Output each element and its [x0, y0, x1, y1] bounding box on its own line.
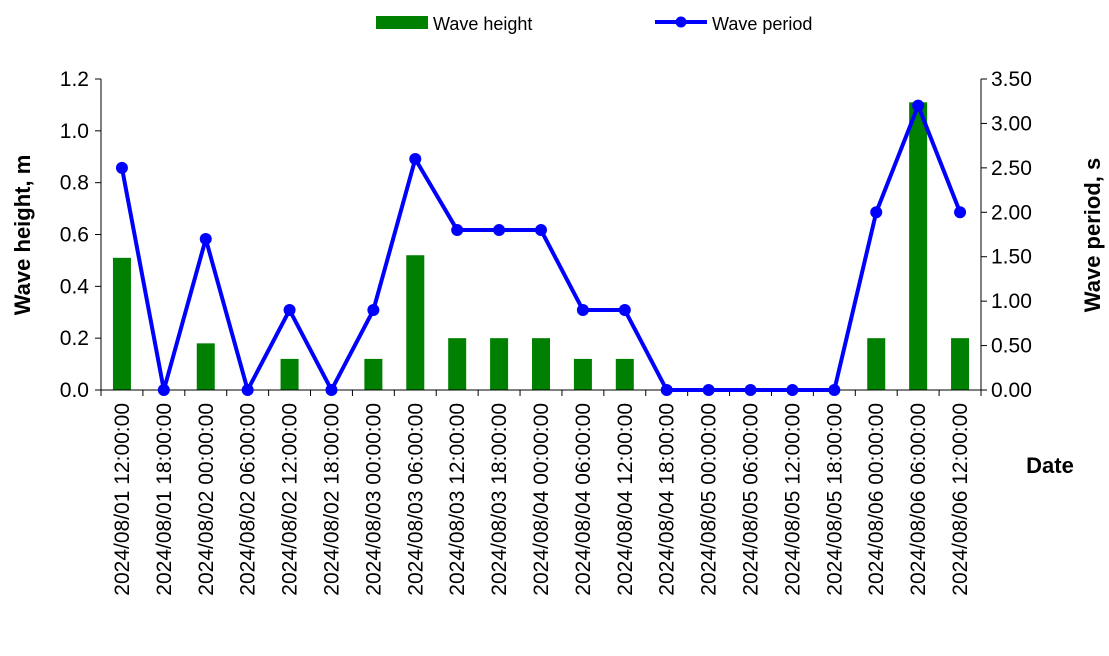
x-tick-label: 2024/08/04 18:00:00 — [656, 403, 679, 596]
y-right-tick-label: 2.50 — [991, 157, 1032, 180]
y-left-tick-label: 0.6 — [60, 224, 89, 247]
y-left-tick-label: 1.2 — [60, 68, 89, 91]
bar-wave-height — [573, 358, 592, 390]
x-tick-label: 2024/08/04 12:00:00 — [614, 403, 637, 596]
point-wave-period — [535, 224, 547, 237]
bar-wave-height — [112, 257, 131, 390]
x-tick-label: 2024/08/03 12:00:00 — [446, 403, 469, 596]
y-right-tick-label: 1.00 — [991, 290, 1032, 313]
y-right-axis-title: Wave period, s — [1080, 158, 1105, 312]
y-right-tick-label: 3.00 — [991, 112, 1032, 135]
bar-wave-height — [490, 338, 509, 390]
x-tick-label: 2024/08/04 00:00:00 — [530, 403, 553, 596]
x-tick-label: 2024/08/02 06:00:00 — [237, 403, 260, 596]
x-tick-label: 2024/08/02 00:00:00 — [195, 403, 218, 596]
point-wave-period — [786, 384, 799, 396]
y-right-tick-label: 1.50 — [991, 246, 1032, 269]
point-wave-period — [576, 304, 589, 317]
point-wave-period — [870, 206, 883, 219]
x-tick-label: 2024/08/06 00:00:00 — [865, 403, 888, 596]
legend: Wave height Wave period — [376, 14, 812, 34]
point-wave-period — [702, 384, 715, 396]
x-axis-title: Date — [1026, 453, 1074, 478]
legend-label-wave-height: Wave height — [433, 14, 532, 34]
x-tick-label: 2024/08/03 18:00:00 — [488, 403, 511, 596]
point-wave-period — [283, 304, 296, 317]
point-wave-period — [954, 206, 967, 219]
x-tick-label: 2024/08/03 06:00:00 — [404, 403, 427, 596]
legend-swatch-wave-height — [376, 16, 428, 29]
y-right-tick-label: 0.50 — [991, 335, 1032, 358]
y-left-tick-label: 1.0 — [60, 120, 89, 143]
legend-label-wave-period: Wave period — [712, 14, 812, 34]
bar-wave-height — [196, 343, 215, 390]
x-tick-label: 2024/08/03 00:00:00 — [362, 403, 385, 596]
point-wave-period — [493, 224, 506, 237]
x-tick-label: 2024/08/04 06:00:00 — [572, 403, 595, 596]
point-wave-period — [912, 99, 925, 112]
y-left-tick-label: 0.4 — [60, 275, 90, 298]
x-tick-label: 2024/08/05 06:00:00 — [740, 403, 763, 596]
y-left-tick-label: 0.2 — [60, 327, 89, 350]
point-wave-period — [115, 161, 128, 174]
bar-wave-height — [951, 338, 970, 390]
y-right-tick-label: 0.00 — [991, 379, 1032, 402]
bar-wave-height — [532, 338, 550, 390]
x-tick-label: 2024/08/02 12:00:00 — [279, 403, 302, 596]
plot-area: 0.0 0.2 0.4 0.6 0.8 1.0 1.2 0.00 0.50 1.00 1.50 2.0… — [60, 68, 1032, 596]
point-wave-period — [157, 384, 170, 396]
bar-wave-height — [448, 338, 467, 390]
x-tick-label: 2024/08/01 18:00:00 — [153, 403, 176, 596]
x-tick-label: 2024/08/05 12:00:00 — [781, 403, 804, 596]
bar-wave-height — [280, 358, 299, 390]
x-tick-label: 2024/08/05 00:00:00 — [698, 403, 721, 596]
y-right-tick-label: 2.00 — [991, 201, 1032, 224]
point-wave-period — [618, 304, 631, 317]
x-tick-label: 2024/08/01 12:00:00 — [111, 403, 134, 596]
point-wave-period — [744, 384, 757, 396]
point-wave-period — [199, 232, 212, 245]
x-tick-label: 2024/08/06 12:00:00 — [949, 403, 972, 596]
x-tick-label: 2024/08/02 18:00:00 — [320, 403, 343, 596]
point-wave-period — [367, 304, 380, 317]
point-wave-period — [451, 224, 464, 237]
bar-wave-height — [364, 358, 383, 390]
point-wave-period — [325, 384, 338, 396]
x-tick-label: 2024/08/05 18:00:00 — [823, 403, 846, 596]
y-right-tick-label: 3.50 — [991, 68, 1032, 91]
y-left-axis-title: Wave height, m — [10, 155, 35, 316]
y-left-tick-label: 0.0 — [60, 379, 89, 402]
legend-swatch-wave-period-marker — [675, 16, 687, 28]
bar-wave-height — [406, 255, 425, 390]
bar-wave-height — [867, 338, 886, 390]
point-wave-period — [241, 384, 254, 396]
bar-wave-height — [909, 102, 928, 390]
point-wave-period — [660, 384, 673, 396]
x-tick-label: 2024/08/06 06:00:00 — [907, 403, 930, 596]
point-wave-period — [828, 384, 841, 396]
y-left-tick-label: 0.8 — [60, 172, 89, 195]
bar-wave-height — [615, 358, 634, 390]
point-wave-period — [409, 152, 422, 165]
